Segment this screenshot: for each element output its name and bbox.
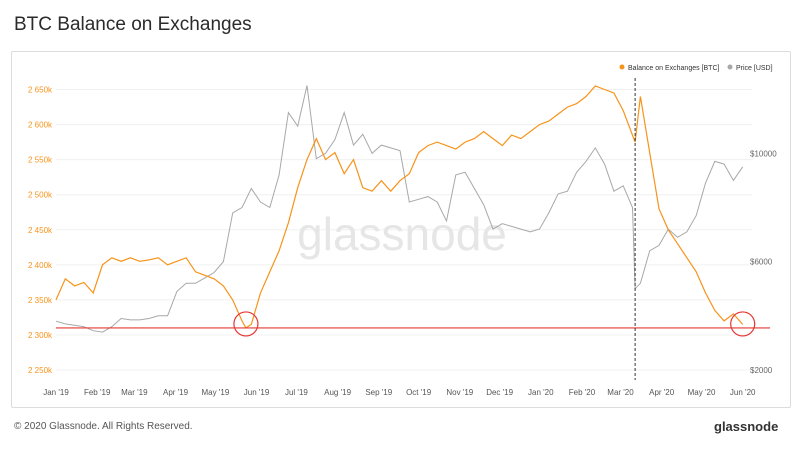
x-axis-tick-label: Apr '19 — [163, 388, 189, 397]
x-axis-tick-label: Oct '19 — [406, 388, 432, 397]
x-axis-tick-label: Apr '20 — [649, 388, 675, 397]
left-axis-tick-label: 2 300k — [28, 331, 53, 340]
x-axis-tick-label: Jan '19 — [43, 388, 69, 397]
chart-svg: glassnode 2 250k 2 300k 2 350k 2 400k 2 450k… — [28, 64, 777, 397]
x-axis-tick-label: May '20 — [688, 388, 716, 397]
right-axis-tick-label: $6000 — [750, 258, 773, 267]
left-axis-tick-label: 2 350k — [28, 296, 53, 305]
left-axis-tick-label: 2 600k — [28, 121, 53, 130]
price-series-line — [55, 85, 744, 333]
highlight-circle-jun20 — [730, 311, 756, 337]
chart-frame: glassnode 2 250k 2 300k 2 350k 2 400k 2 450k… — [11, 51, 791, 408]
legend-label-balance: Balance on Exchanges [BTC] — [628, 65, 719, 72]
x-axis-tick-label: Jun '19 — [244, 388, 270, 397]
left-axis-tick-label: 2 500k — [28, 191, 53, 200]
x-axis-tick-label: Sep '19 — [365, 388, 392, 397]
legend-label-price: Price [USD] — [736, 65, 773, 72]
right-axis: $2000 $6000 $10000 — [750, 149, 777, 375]
x-axis-tick-label: Jun '20 — [730, 388, 756, 397]
legend-marker-price — [727, 64, 733, 70]
x-axis-tick-label: Dec '19 — [486, 388, 513, 397]
left-axis: 2 250k 2 300k 2 350k 2 400k 2 450k 2 500k 2 55… — [28, 86, 53, 375]
footer-logo[interactable]: glassnode — [714, 419, 779, 434]
legend-marker-balance — [619, 64, 625, 70]
balance-series-line — [55, 85, 744, 329]
x-axis-tick-label: Feb '19 — [84, 388, 111, 397]
left-axis-tick-label: 2 550k — [28, 156, 53, 165]
left-axis-tick-label: 2 250k — [28, 366, 53, 375]
left-axis-tick-label: 2 650k — [28, 86, 53, 95]
series-layer — [55, 85, 744, 333]
x-axis-tick-label: Aug '19 — [324, 388, 351, 397]
x-axis-tick-label: May '19 — [202, 388, 230, 397]
x-axis-tick-label: Feb '20 — [569, 388, 596, 397]
highlight-circle-may19 — [233, 311, 259, 337]
right-axis-tick-label: $2000 — [750, 366, 773, 375]
right-axis-tick-label: $10000 — [750, 149, 777, 158]
watermark-text: glassnode — [297, 208, 507, 260]
x-axis-tick-label: Jan '20 — [528, 388, 554, 397]
left-axis-tick-label: 2 450k — [28, 226, 53, 235]
x-axis: Jan '19 Feb '19 Mar '19 Apr '19 May '19 Jun '… — [43, 388, 756, 397]
footer-copyright: © 2020 Glassnode. All Rights Reserved. — [14, 421, 193, 432]
left-axis-tick-label: 2 400k — [28, 261, 53, 270]
x-axis-tick-label: Mar '20 — [607, 388, 634, 397]
x-axis-tick-label: Mar '19 — [121, 388, 148, 397]
legend[interactable]: Balance on Exchanges [BTC] Price [USD] — [619, 64, 773, 73]
x-axis-tick-label: Jul '19 — [285, 388, 308, 397]
x-axis-tick-label: Nov '19 — [446, 388, 473, 397]
grid-lines — [56, 89, 752, 371]
annotations — [56, 78, 770, 380]
page-title: BTC Balance on Exchanges — [14, 14, 252, 35]
